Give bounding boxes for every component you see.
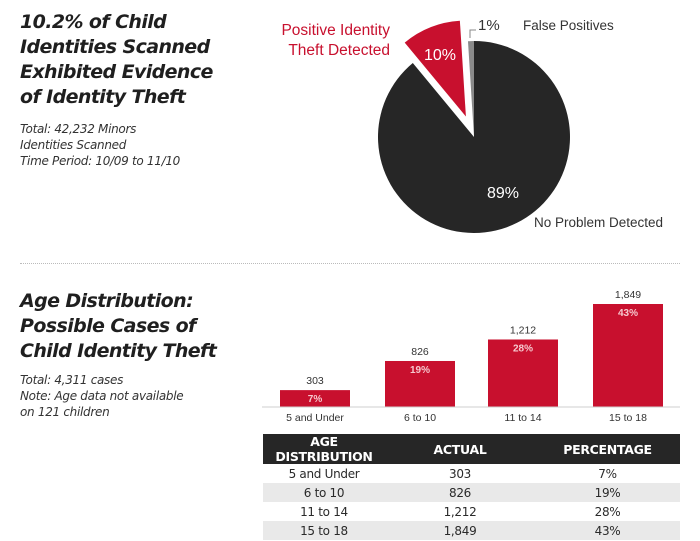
bar-chart: 303 7% 5 and Under 826 19% 6 to 10 1,212 28% 11 … xyxy=(262,289,680,424)
table-header-percentage: PERCENTAGE xyxy=(535,434,680,464)
pie-label-positive-line1: Positive Identity xyxy=(281,22,390,39)
table-row: 11 to 14 1,212 28% xyxy=(263,502,680,521)
bar-section-heading: Age Distribution: Possible Cases of Chil… xyxy=(20,290,217,362)
bar xyxy=(385,360,455,407)
table-cell-actual: 303 xyxy=(448,466,471,481)
bar-value-label: 826 xyxy=(411,346,429,358)
table-row: 15 to 18 1,849 43% xyxy=(263,521,680,540)
pie-section-subtext: Total: 42,232 Minors Identities Scanned … xyxy=(20,122,180,168)
table-header-row: AGE DISTRIBUTION ACTUAL PERCENTAGE xyxy=(263,434,680,464)
bar-section-subtext: Total: 4,311 cases Note: Age data not av… xyxy=(20,373,184,419)
pie-section-heading: 10.2% of Child Identities Scanned Exhibi… xyxy=(20,11,213,108)
bar-percent-label: 43% xyxy=(618,308,638,319)
bar-category-label: 11 to 14 xyxy=(504,412,541,424)
table-cell-age: 11 to 14 xyxy=(300,504,348,519)
pie-chart: Positive Identity Theft Detected 1% Fals… xyxy=(281,17,663,233)
table-cell-percentage: 7% xyxy=(598,466,617,481)
bar-percent-label: 28% xyxy=(513,343,533,354)
pie-value-positive: 10% xyxy=(424,47,456,64)
bar xyxy=(488,339,558,407)
pie-label-no-problem: No Problem Detected xyxy=(534,215,663,230)
pie-slice-false-positive xyxy=(467,41,474,137)
table-cell-percentage: 43% xyxy=(535,521,680,540)
pie-slice-positive xyxy=(404,20,466,117)
pie-label-false-positives: False Positives xyxy=(523,18,614,33)
table-cell-age: 5 and Under xyxy=(288,466,360,481)
table-cell-actual: 826 xyxy=(385,483,535,502)
table-cell-age: 15 to 18 xyxy=(263,521,385,540)
bar-category-label: 15 to 18 xyxy=(609,412,647,424)
table-cell-percentage: 28% xyxy=(594,504,621,519)
section-divider xyxy=(20,263,680,264)
pie-slice-no-problem xyxy=(378,41,571,233)
bar-value-label: 1,849 xyxy=(615,289,641,301)
bar-percent-label: 19% xyxy=(410,365,430,376)
table-header-age: AGE DISTRIBUTION xyxy=(263,434,385,464)
table-cell-age: 6 to 10 xyxy=(263,483,385,502)
pie-value-no-problem: 89% xyxy=(487,185,519,202)
false-positive-leader-line xyxy=(469,29,476,38)
table-row: 5 and Under 303 7% xyxy=(263,464,680,483)
table-header-actual: ACTUAL xyxy=(385,434,535,464)
bar-value-label: 303 xyxy=(306,375,324,387)
age-distribution-table: AGE DISTRIBUTION ACTUAL PERCENTAGE 5 and… xyxy=(263,434,680,540)
pie-label-false-pct: 1% xyxy=(478,17,500,34)
table-cell-actual: 1,212 xyxy=(443,504,477,519)
table-cell-percentage: 19% xyxy=(535,483,680,502)
bar-category-label: 6 to 10 xyxy=(404,412,436,424)
pie-label-positive-line2: Theft Detected xyxy=(288,42,390,59)
bar-category-label: 5 and Under xyxy=(286,412,344,424)
table-row: 6 to 10 826 19% xyxy=(263,483,680,502)
bar xyxy=(593,304,663,407)
bar xyxy=(280,390,350,407)
table-cell-actual: 1,849 xyxy=(385,521,535,540)
bar-percent-label: 7% xyxy=(308,394,323,405)
bar-value-label: 1,212 xyxy=(510,324,536,336)
